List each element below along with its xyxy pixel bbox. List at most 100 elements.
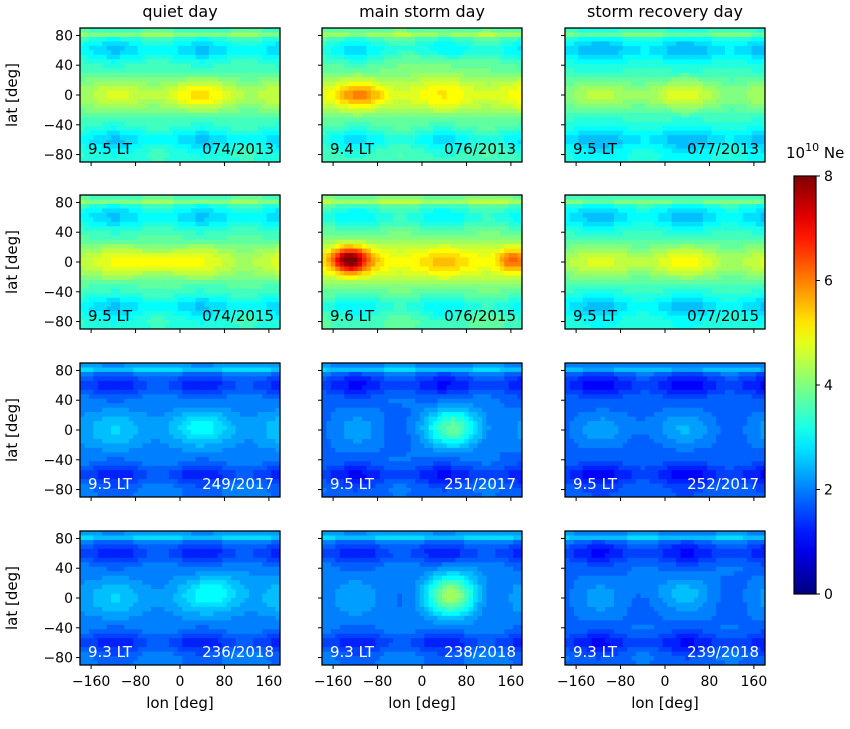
- heatmap-cell: [587, 95, 592, 100]
- heatmap-cell: [583, 37, 588, 42]
- heatmap-cell: [415, 104, 420, 109]
- heatmap-cell: [191, 199, 196, 204]
- heatmap-cell: [654, 55, 659, 60]
- heatmap-cell: [124, 59, 129, 64]
- heatmap-cell: [725, 113, 730, 118]
- heatmap-cell: [102, 68, 107, 73]
- heatmap-cell: [111, 59, 116, 64]
- heatmap-cell: [147, 46, 152, 51]
- heatmap-cell: [340, 41, 345, 46]
- heatmap-cell: [420, 77, 425, 82]
- heatmap-cell: [703, 73, 708, 78]
- heatmap-cell: [393, 41, 398, 46]
- heatmap-cell: [182, 113, 187, 118]
- heatmap-cell: [495, 82, 500, 87]
- heatmap-cell: [663, 46, 668, 51]
- heatmap-cell: [227, 50, 232, 55]
- heatmap-cell: [129, 59, 134, 64]
- heatmap-cell: [271, 37, 276, 42]
- heatmap-cell: [156, 144, 161, 149]
- heatmap-cell: [703, 108, 708, 113]
- heatmap-cell: [178, 240, 183, 245]
- heatmap-cell: [429, 50, 434, 55]
- heatmap-cell: [587, 41, 592, 46]
- heatmap-cell: [218, 99, 223, 104]
- heatmap-cell: [182, 117, 187, 122]
- heatmap-cell: [236, 95, 241, 100]
- heatmap-cell: [446, 82, 451, 87]
- heatmap-cell: [676, 126, 681, 131]
- heatmap-cell: [84, 41, 89, 46]
- heatmap-cell: [495, 73, 500, 78]
- heatmap-cell: [335, 77, 340, 82]
- heatmap-cell: [322, 126, 327, 131]
- heatmap-cell: [500, 46, 505, 51]
- heatmap-cell: [200, 226, 205, 231]
- heatmap-cell: [173, 82, 178, 87]
- heatmap-cell: [98, 199, 103, 204]
- heatmap-cell: [240, 64, 245, 69]
- heatmap-cell: [151, 77, 156, 82]
- heatmap-cell: [609, 32, 614, 37]
- heatmap-cell: [138, 95, 143, 100]
- heatmap-cell: [335, 32, 340, 37]
- heatmap-cell: [756, 126, 761, 131]
- heatmap-cell: [734, 99, 739, 104]
- heatmap-cell: [725, 86, 730, 91]
- heatmap-cell: [107, 253, 112, 258]
- heatmap-cell: [712, 113, 717, 118]
- heatmap-cell: [393, 28, 398, 33]
- heatmap-cell: [227, 68, 232, 73]
- heatmap-cell: [420, 41, 425, 46]
- heatmap-cell: [596, 113, 601, 118]
- heatmap-cell: [344, 113, 349, 118]
- heatmap-cell: [464, 126, 469, 131]
- heatmap-cell: [93, 284, 98, 289]
- heatmap-cell: [569, 28, 574, 33]
- heatmap-cell: [415, 68, 420, 73]
- heatmap-cell: [271, 91, 276, 96]
- heatmap-cell: [672, 140, 677, 145]
- heatmap-cell: [375, 59, 380, 64]
- heatmap-cell: [253, 108, 258, 113]
- heatmap-cell: [676, 28, 681, 33]
- heatmap-cell: [685, 104, 690, 109]
- heatmap-cell: [574, 95, 579, 100]
- heatmap-cell: [116, 41, 121, 46]
- heatmap-cell: [173, 131, 178, 136]
- heatmap-cell: [196, 126, 201, 131]
- heatmap-cell: [349, 86, 354, 91]
- heatmap-cell: [641, 32, 646, 37]
- heatmap-cell: [102, 122, 107, 127]
- heatmap-cell: [164, 231, 169, 236]
- heatmap-cell: [672, 82, 677, 87]
- heatmap-cell: [565, 37, 570, 42]
- heatmap-cell: [138, 302, 143, 307]
- heatmap-cell: [200, 82, 205, 87]
- heatmap-cell: [349, 122, 354, 127]
- heatmap-cell: [200, 284, 205, 289]
- heatmap-cell: [478, 82, 483, 87]
- heatmap-cell: [596, 73, 601, 78]
- heatmap-cell: [420, 37, 425, 42]
- heatmap-cell: [618, 64, 623, 69]
- heatmap-cell: [482, 73, 487, 78]
- heatmap-cell: [129, 50, 134, 55]
- heatmap-cell: [641, 126, 646, 131]
- heatmap-cell: [120, 108, 125, 113]
- heatmap-cell: [326, 41, 331, 46]
- heatmap-cell: [565, 131, 570, 136]
- heatmap-cell: [262, 59, 267, 64]
- heatmap-cell: [200, 199, 205, 204]
- heatmap-cell: [322, 131, 327, 136]
- heatmap-cell: [438, 91, 443, 96]
- heatmap-cell: [133, 37, 138, 42]
- heatmap-cell: [406, 37, 411, 42]
- heatmap-cell: [244, 32, 249, 37]
- heatmap-cell: [98, 208, 103, 213]
- heatmap-cell: [89, 104, 94, 109]
- heatmap-cell: [398, 73, 403, 78]
- heatmap-cell: [455, 104, 460, 109]
- heatmap-cell: [694, 126, 699, 131]
- heatmap-cell: [578, 68, 583, 73]
